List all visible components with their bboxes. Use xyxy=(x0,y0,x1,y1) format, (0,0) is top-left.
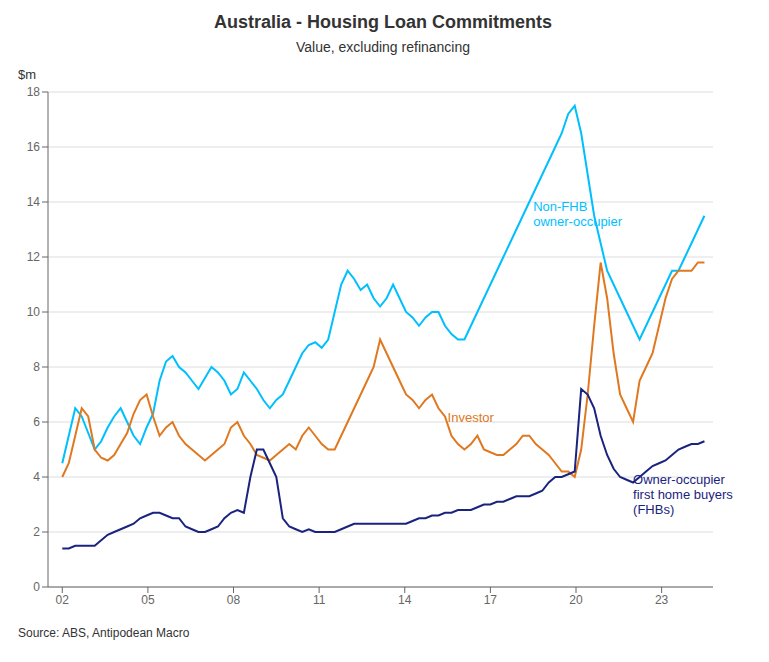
svg-text:20: 20 xyxy=(569,593,583,607)
svg-text:17: 17 xyxy=(484,593,498,607)
svg-text:4: 4 xyxy=(33,470,40,484)
svg-text:8: 8 xyxy=(33,360,40,374)
html-text:Source: ABS, Antipodean Macro: Source: ABS, Antipodean Macro xyxy=(18,626,190,640)
svg-text:Investor: Investor xyxy=(448,411,495,426)
svg-text:14: 14 xyxy=(398,593,412,607)
html-text:$m: $m xyxy=(18,67,37,82)
svg-text:23: 23 xyxy=(655,593,669,607)
svg-text:2: 2 xyxy=(33,525,40,539)
html-text:Australia - Housing Loan Commi: Australia - Housing Loan Commitments xyxy=(214,12,552,32)
svg-text:16: 16 xyxy=(27,140,41,154)
svg-text:10: 10 xyxy=(27,305,41,319)
svg-text:Non-FHBowner-occupier: Non-FHBowner-occupier xyxy=(533,200,623,230)
svg-text:12: 12 xyxy=(27,250,41,264)
svg-text:6: 6 xyxy=(33,415,40,429)
html-text:Value, excluding refinancing: Value, excluding refinancing xyxy=(296,39,470,55)
svg-text:05: 05 xyxy=(141,593,155,607)
svg-text:02: 02 xyxy=(56,593,70,607)
svg-text:11: 11 xyxy=(313,593,326,607)
svg-text:08: 08 xyxy=(227,593,241,607)
svg-text:0: 0 xyxy=(33,580,40,594)
svg-text:14: 14 xyxy=(27,195,41,209)
svg-text:Owner-occupierfirst home buyer: Owner-occupierfirst home buyers(FHBs) xyxy=(633,473,733,518)
svg-text:18: 18 xyxy=(27,85,41,99)
